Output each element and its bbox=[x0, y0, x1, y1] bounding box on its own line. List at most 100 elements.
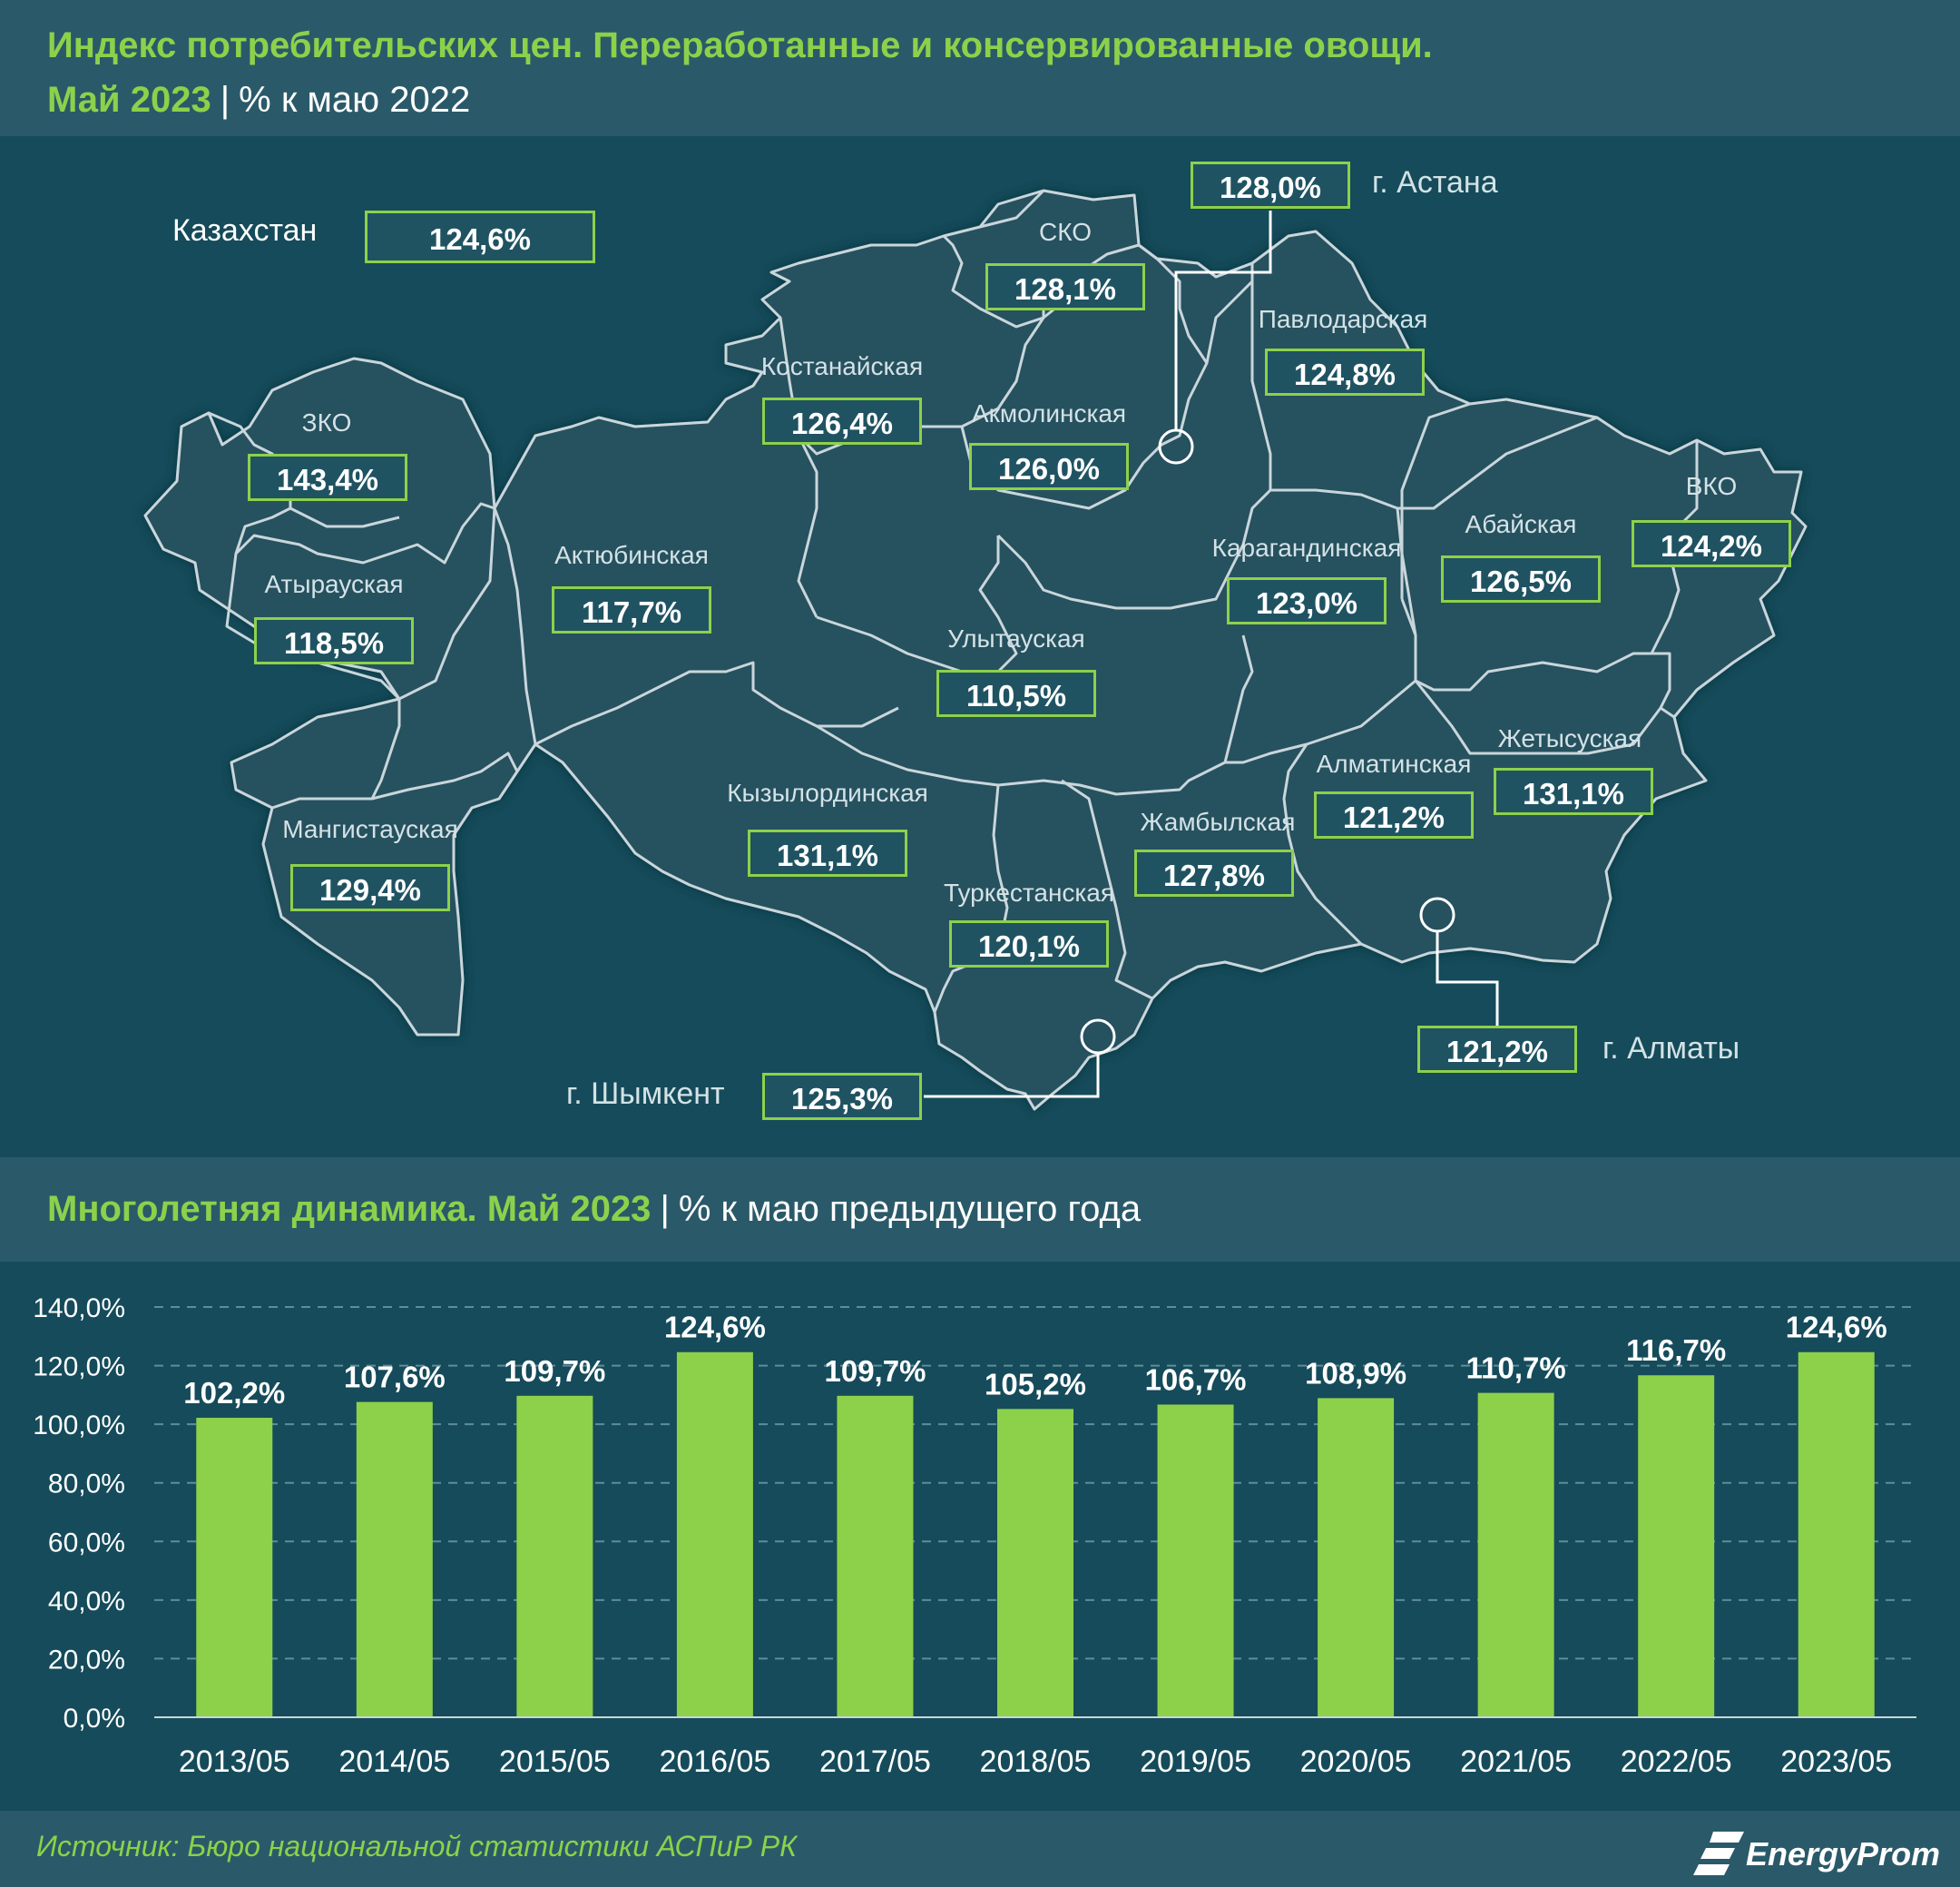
region-value-mangystau: 129,4% bbox=[290, 864, 450, 911]
region-label-akmola: Акмолинская bbox=[971, 399, 1127, 428]
bar-value-label: 109,7% bbox=[824, 1354, 926, 1388]
brand-name: EnergyProm bbox=[1746, 1835, 1941, 1872]
region-label-turkestan: Туркестанская bbox=[943, 879, 1115, 907]
region-label-zhetysu: Жетысуская bbox=[1497, 724, 1642, 752]
y-tick-label: 140,0% bbox=[33, 1293, 125, 1323]
y-tick-label: 40,0% bbox=[48, 1587, 125, 1617]
shymkent-leader-line bbox=[924, 1053, 1100, 1098]
region-label-karaganda: Карагандинская bbox=[1211, 534, 1402, 562]
dynamics-title: Многолетняя динамика. Май 2023 |% к маю п… bbox=[47, 1189, 1141, 1230]
city-value-almaty: 121,2% bbox=[1417, 1026, 1577, 1073]
x-tick-label: 2017/05 bbox=[819, 1744, 931, 1779]
y-tick-label: 20,0% bbox=[48, 1645, 125, 1675]
x-tick-label: 2018/05 bbox=[980, 1744, 1092, 1779]
x-tick-label: 2014/05 bbox=[338, 1744, 450, 1779]
bar-2018-05 bbox=[997, 1409, 1073, 1717]
subtitle-unit: % к маю 2022 bbox=[239, 80, 471, 120]
dynamics-unit: % к маю предыдущего года bbox=[678, 1189, 1142, 1229]
x-tick-label: 2022/05 bbox=[1621, 1744, 1732, 1779]
x-axis-ticks: 2013/05 2014/05 2015/05 2016/05 2017/05 2018/… bbox=[179, 1744, 1892, 1779]
almaty-leader-line bbox=[1436, 931, 1499, 1027]
dynamics-separator: | bbox=[660, 1189, 670, 1229]
bar-2017-05 bbox=[837, 1395, 914, 1717]
x-tick-label: 2023/05 bbox=[1780, 1744, 1892, 1779]
region-value-zko: 143,4% bbox=[248, 454, 407, 501]
bar-2021-05 bbox=[1477, 1392, 1554, 1717]
region-label-ulytau: Улытауская bbox=[947, 624, 1085, 653]
chart-bars bbox=[196, 1351, 1875, 1717]
kazakhstan-value-box: 124,6% bbox=[365, 211, 595, 263]
kazakhstan-label: Казахстан bbox=[172, 213, 318, 248]
bar-2015-05 bbox=[516, 1395, 593, 1717]
x-tick-label: 2021/05 bbox=[1460, 1744, 1572, 1779]
footer-band bbox=[0, 1811, 1960, 1887]
region-value-kostanay: 126,4% bbox=[762, 398, 922, 445]
region-value-turkestan: 120,1% bbox=[949, 920, 1109, 968]
region-label-atyrau: Атырауская bbox=[264, 570, 404, 598]
region-label-kyzylorda: Кызылординская bbox=[727, 779, 928, 807]
bar-value-labels: 102,2% 107,6% 109,7% 124,6% 109,7% 105,2% 106,… bbox=[183, 1311, 1886, 1410]
x-tick-label: 2019/05 bbox=[1140, 1744, 1251, 1779]
bar-2019-05 bbox=[1157, 1404, 1234, 1717]
region-label-zhambyl: Жамбылская bbox=[1140, 808, 1296, 836]
chart-panel bbox=[0, 1262, 1960, 1811]
x-tick-label: 2020/05 bbox=[1300, 1744, 1412, 1779]
region-value-zhambyl: 127,8% bbox=[1134, 850, 1294, 897]
region-value-almaty-region: 121,2% bbox=[1314, 791, 1474, 839]
city-label-shymkent: г. Шымкент bbox=[566, 1076, 725, 1111]
region-label-zko: ЗКО bbox=[301, 408, 352, 437]
bar-value-label: 105,2% bbox=[985, 1367, 1086, 1401]
y-tick-label: 80,0% bbox=[48, 1469, 125, 1499]
region-label-sko: СКО bbox=[1039, 218, 1092, 246]
bar-value-label: 116,7% bbox=[1626, 1333, 1726, 1367]
page-subtitle: Май 2023 |% к маю 2022 bbox=[47, 80, 470, 121]
subtitle-separator: | bbox=[220, 80, 230, 120]
subtitle-period: Май 2023 bbox=[47, 80, 211, 120]
dynamics-title-text: Многолетняя динамика. Май 2023 bbox=[47, 1189, 652, 1229]
astana-leader-line bbox=[1174, 211, 1272, 430]
region-value-abai: 126,5% bbox=[1441, 555, 1601, 603]
bar-value-label: 106,7% bbox=[1145, 1363, 1247, 1397]
region-value-ulytau: 110,5% bbox=[936, 670, 1096, 717]
region-value-kyzylorda: 131,1% bbox=[748, 830, 907, 877]
city-value-astana: 128,0% bbox=[1191, 162, 1350, 209]
region-label-almaty-region: Алматинская bbox=[1316, 750, 1472, 778]
energyprom-logo-icon bbox=[1693, 1832, 1744, 1875]
y-tick-label: 120,0% bbox=[33, 1352, 125, 1382]
map-outline bbox=[143, 189, 1808, 1111]
region-value-atyrau: 118,5% bbox=[254, 617, 414, 664]
x-tick-label: 2015/05 bbox=[499, 1744, 611, 1779]
bar-2016-05 bbox=[676, 1351, 753, 1717]
source-note: Источник: Бюро национальной статистики А… bbox=[36, 1830, 797, 1862]
region-value-zhetysu: 131,1% bbox=[1494, 768, 1653, 815]
region-value-aktobe: 117,7% bbox=[552, 586, 711, 634]
title-band: Индекс потребительских цен. Переработанн… bbox=[0, 0, 1960, 136]
x-tick-label: 2013/05 bbox=[179, 1744, 290, 1779]
dynamics-title-band: Многолетняя динамика. Май 2023 |% к маю п… bbox=[0, 1157, 1960, 1262]
region-label-aktobe: Актюбинская bbox=[554, 541, 709, 569]
y-tick-label: 100,0% bbox=[33, 1410, 125, 1440]
bar-2022-05 bbox=[1638, 1375, 1715, 1717]
page-title: Индекс потребительских цен. Переработанн… bbox=[47, 25, 1433, 65]
bar-value-label: 107,6% bbox=[344, 1361, 446, 1394]
region-label-pavlodar: Павлодарская bbox=[1258, 305, 1428, 333]
bar-2014-05 bbox=[356, 1401, 433, 1717]
y-tick-label: 60,0% bbox=[48, 1528, 125, 1558]
region-value-karaganda: 123,0% bbox=[1227, 577, 1387, 624]
bar-value-label: 108,9% bbox=[1305, 1356, 1406, 1390]
bar-value-label: 124,6% bbox=[664, 1311, 766, 1344]
region-label-mangystau: Мангистауская bbox=[282, 815, 458, 843]
bar-2020-05 bbox=[1318, 1398, 1395, 1717]
region-label-vko: ВКО bbox=[1685, 472, 1738, 500]
bar-value-label: 109,7% bbox=[504, 1354, 605, 1388]
region-value-sko: 128,1% bbox=[985, 263, 1145, 310]
region-label-abai: Абайская bbox=[1465, 510, 1577, 538]
bar-value-label: 110,7% bbox=[1466, 1351, 1566, 1385]
city-value-shymkent: 125,3% bbox=[762, 1073, 922, 1120]
region-value-pavlodar: 124,8% bbox=[1265, 349, 1425, 396]
bar-2013-05 bbox=[196, 1418, 273, 1717]
y-tick-label: 0,0% bbox=[64, 1704, 125, 1734]
bar-2023-05 bbox=[1798, 1351, 1875, 1717]
